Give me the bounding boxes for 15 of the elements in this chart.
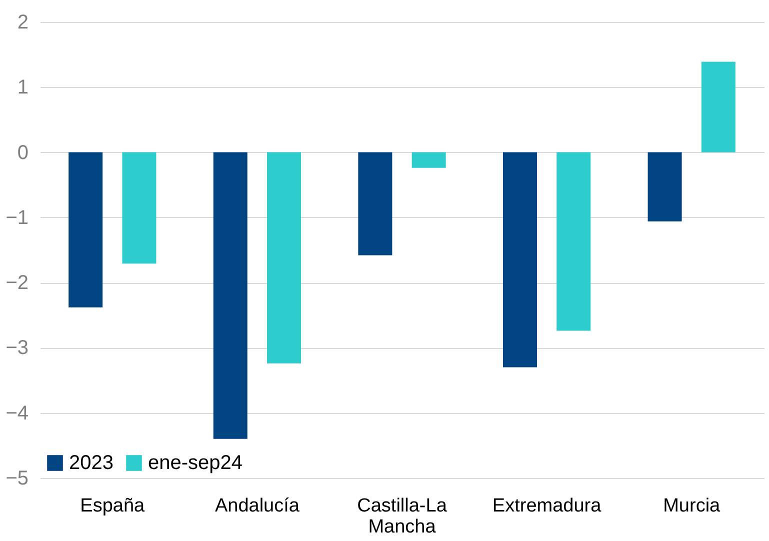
legend-label: 2023 (69, 452, 114, 474)
x-tick-label: España (80, 496, 146, 516)
x-tick-label: Extremadura (492, 496, 602, 516)
y-tick-label: 0 (17, 142, 28, 164)
x-tick-label: Castilla-La Mancha (357, 496, 448, 538)
y-tick-label: 1 (17, 76, 28, 99)
y-tick-label: −5 (6, 468, 28, 490)
x-tick-label: Murcia (663, 496, 721, 516)
y-tick-label: −1 (6, 206, 28, 229)
legend-label: ene-sep24 (148, 452, 243, 474)
y-tick-label: −2 (6, 272, 28, 294)
y-tick-label: −3 (6, 337, 28, 360)
y-tick-label: −4 (6, 402, 28, 424)
x-tick-label: Andalucía (214, 496, 300, 516)
y-tick-label: 2 (17, 12, 28, 34)
